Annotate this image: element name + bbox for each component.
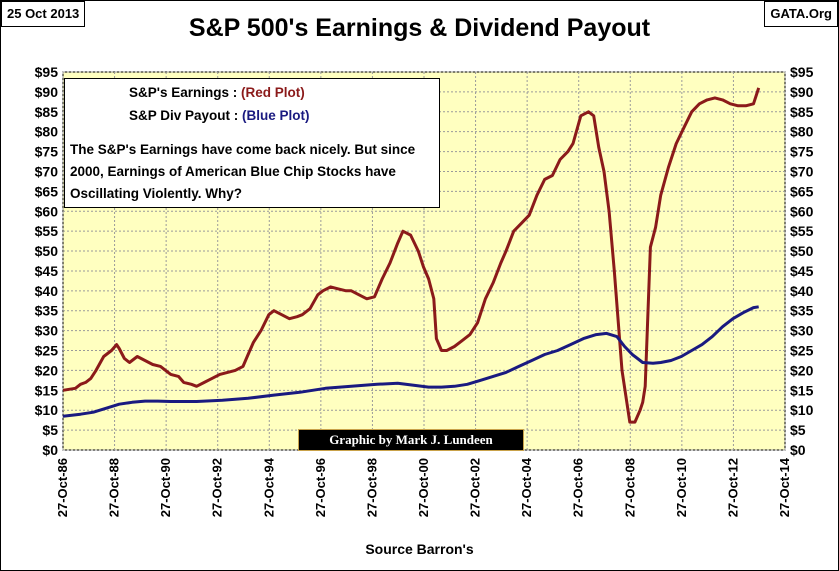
y-tick-label-left: $70 (35, 163, 59, 179)
dividend-line (62, 305, 759, 418)
y-tick-label-left: $65 (35, 183, 59, 199)
y-tick-label-left: $45 (35, 263, 59, 279)
x-tick-label: 27-Oct-08 (622, 458, 637, 517)
y-tick-label-right: $70 (790, 163, 814, 179)
y-tick-label-right: $40 (790, 283, 814, 299)
y-tick-label-left: $35 (35, 303, 59, 319)
axes: $0 $0 $5 $5 $10 $10 $15 $15 $20 $20 $25 $25 $30 $30 $3… (35, 64, 814, 517)
y-tick-label-right: $10 (790, 402, 814, 418)
x-tick-label: 27-Oct-00 (416, 458, 431, 517)
legend: S&P's Earnings : (Red Plot) S&P Div Payo… (64, 78, 440, 208)
y-tick-label-right: $25 (790, 343, 814, 359)
y-tick-label-right: $80 (790, 124, 814, 140)
x-tick-label: 27-Oct-88 (107, 458, 122, 517)
y-tick-label-right: $15 (790, 382, 814, 398)
legend-dividend-label: S&P Div Payout : (129, 108, 239, 123)
y-tick-label-left: $60 (35, 203, 59, 219)
y-tick-label-left: $5 (42, 422, 58, 438)
series-layer (62, 87, 761, 424)
x-tick-label: 27-Oct-10 (674, 458, 689, 517)
y-tick-label-left: $0 (42, 442, 58, 458)
y-tick-label-right: $75 (790, 144, 814, 160)
y-tick-label-left: $90 (35, 84, 59, 100)
legend-earnings-plot: (Red Plot) (241, 85, 305, 100)
y-tick-label-left: $10 (35, 402, 59, 418)
x-tick-label: 27-Oct-92 (210, 458, 225, 517)
y-tick-label-left: $95 (35, 64, 59, 80)
legend-dividend-row: S&P Div Payout : (Blue Plot) (129, 108, 310, 123)
y-tick-label-left: $30 (35, 323, 59, 339)
x-tick-label: 27-Oct-06 (571, 458, 586, 517)
y-tick-label-left: $15 (35, 382, 59, 398)
y-tick-label-right: $85 (790, 104, 814, 120)
x-tick-label: 27-Oct-98 (364, 458, 379, 517)
x-tick-label: 27-Oct-02 (468, 458, 483, 517)
y-tick-label-right: $65 (790, 183, 814, 199)
credit-badge: Graphic by Mark J. Lundeen (298, 429, 524, 451)
y-tick-label-left: $20 (35, 362, 59, 378)
x-tick-label: 27-Oct-86 (55, 458, 70, 517)
y-tick-label-right: $55 (790, 223, 814, 239)
site-label: GATA.Org (764, 1, 838, 27)
x-tick-label: 27-Oct-12 (725, 458, 740, 517)
y-tick-label-left: $75 (35, 144, 59, 160)
earnings-line (62, 87, 761, 424)
y-tick-label-right: $5 (790, 422, 806, 438)
x-tick-label: 27-Oct-94 (261, 457, 276, 517)
y-tick-label-right: $35 (790, 303, 814, 319)
y-tick-label-left: $80 (35, 124, 59, 140)
y-tick-label-left: $40 (35, 283, 59, 299)
legend-earnings-label: S&P's Earnings : (129, 85, 238, 100)
x-tick-label: 27-Oct-96 (313, 458, 328, 517)
source-label: Source Barron's (365, 541, 474, 557)
y-tick-label-right: $50 (790, 243, 814, 259)
x-tick-label: 27-Oct-04 (519, 457, 534, 517)
y-tick-label-right: $0 (790, 442, 806, 458)
y-tick-label-right: $20 (790, 362, 814, 378)
y-tick-label-right: $90 (790, 84, 814, 100)
legend-note: The S&P's Earnings have come back nicely… (70, 142, 416, 201)
y-tick-label-left: $25 (35, 343, 59, 359)
y-tick-label-right: $95 (790, 64, 814, 80)
legend-earnings-row: S&P's Earnings : (Red Plot) (129, 85, 305, 100)
y-tick-label-right: $30 (790, 323, 814, 339)
y-tick-label-right: $60 (790, 203, 814, 219)
y-tick-label-left: $55 (35, 223, 59, 239)
date-label: 25 Oct 2013 (1, 1, 86, 27)
legend-dividend-plot: (Blue Plot) (242, 108, 310, 123)
y-tick-label-left: $50 (35, 243, 59, 259)
x-tick-label: 27-Oct-90 (158, 458, 173, 517)
y-tick-label-right: $45 (790, 263, 814, 279)
y-tick-label-left: $85 (35, 104, 59, 120)
chart-title: S&P 500's Earnings & Dividend Payout (188, 14, 651, 42)
x-tick-label: 27-Oct-14 (777, 457, 792, 517)
